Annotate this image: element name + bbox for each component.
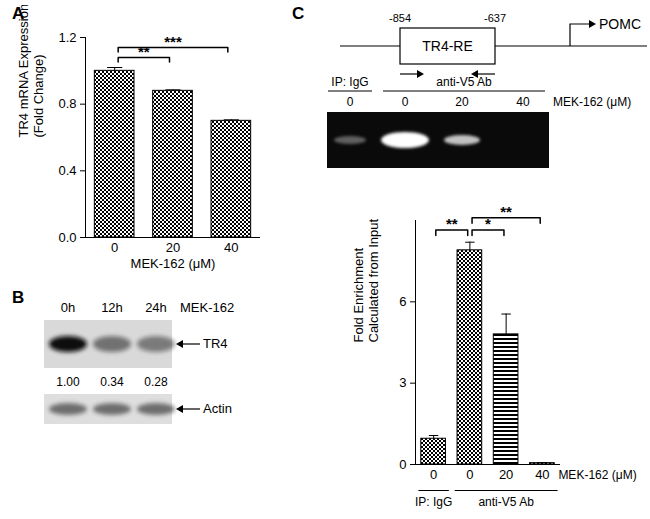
svg-text:Fold EnrichmentCalculated from: Fold EnrichmentCalculated from Input	[351, 219, 381, 343]
svg-text:MEK-162 (μM): MEK-162 (μM)	[553, 95, 631, 109]
svg-text:-637: -637	[484, 12, 506, 24]
svg-text:3: 3	[399, 375, 406, 390]
svg-text:TR4 mRNA Expression(Fold Chang: TR4 mRNA Expression(Fold Change)	[16, 5, 46, 138]
svg-text:anti-V5 Ab: anti-V5 Ab	[478, 495, 534, 509]
svg-text:TR4: TR4	[203, 336, 228, 351]
svg-text:0.8: 0.8	[58, 96, 76, 111]
svg-text:1.2: 1.2	[58, 30, 76, 45]
svg-text:0.0: 0.0	[58, 230, 76, 245]
svg-text:TR4-RE: TR4-RE	[422, 38, 473, 54]
svg-text:20: 20	[455, 95, 469, 109]
svg-text:0: 0	[402, 95, 409, 109]
svg-text:Actin: Actin	[203, 401, 232, 416]
svg-text:**: **	[138, 43, 150, 60]
svg-text:0: 0	[111, 240, 118, 255]
svg-text:anti-V5 Ab: anti-V5 Ab	[436, 75, 492, 89]
html-text:B: B	[12, 288, 25, 307]
svg-text:40: 40	[535, 467, 549, 482]
svg-text:0: 0	[347, 95, 354, 109]
svg-text:MEK-162: MEK-162	[180, 300, 234, 315]
svg-text:20: 20	[166, 240, 180, 255]
svg-text:40: 40	[224, 240, 238, 255]
svg-text:6: 6	[399, 294, 406, 309]
svg-text:***: ***	[164, 33, 182, 50]
html-text:C: C	[292, 4, 305, 23]
svg-text:**: **	[500, 203, 512, 220]
svg-text:MEK-162 (μM): MEK-162 (μM)	[131, 256, 216, 271]
svg-text:0.28: 0.28	[144, 375, 168, 389]
svg-text:IP: IgG: IP: IgG	[415, 495, 452, 509]
svg-text:12h: 12h	[101, 300, 123, 315]
svg-text:0: 0	[466, 467, 473, 482]
svg-text:0h: 0h	[61, 300, 75, 315]
svg-text:0: 0	[399, 457, 406, 472]
svg-text:0: 0	[430, 467, 437, 482]
svg-text:1.00: 1.00	[56, 375, 80, 389]
svg-text:24h: 24h	[145, 300, 167, 315]
svg-text:POMC: POMC	[599, 16, 641, 32]
svg-text:40: 40	[516, 95, 530, 109]
svg-text:0.4: 0.4	[58, 163, 76, 178]
svg-text:MEK-162 (μM): MEK-162 (μM)	[558, 468, 636, 482]
svg-text:IP: IgG: IP: IgG	[331, 75, 368, 89]
svg-text:**: **	[446, 215, 458, 232]
svg-text:0.34: 0.34	[100, 375, 124, 389]
svg-text:-854: -854	[389, 12, 411, 24]
svg-text:20: 20	[499, 467, 513, 482]
